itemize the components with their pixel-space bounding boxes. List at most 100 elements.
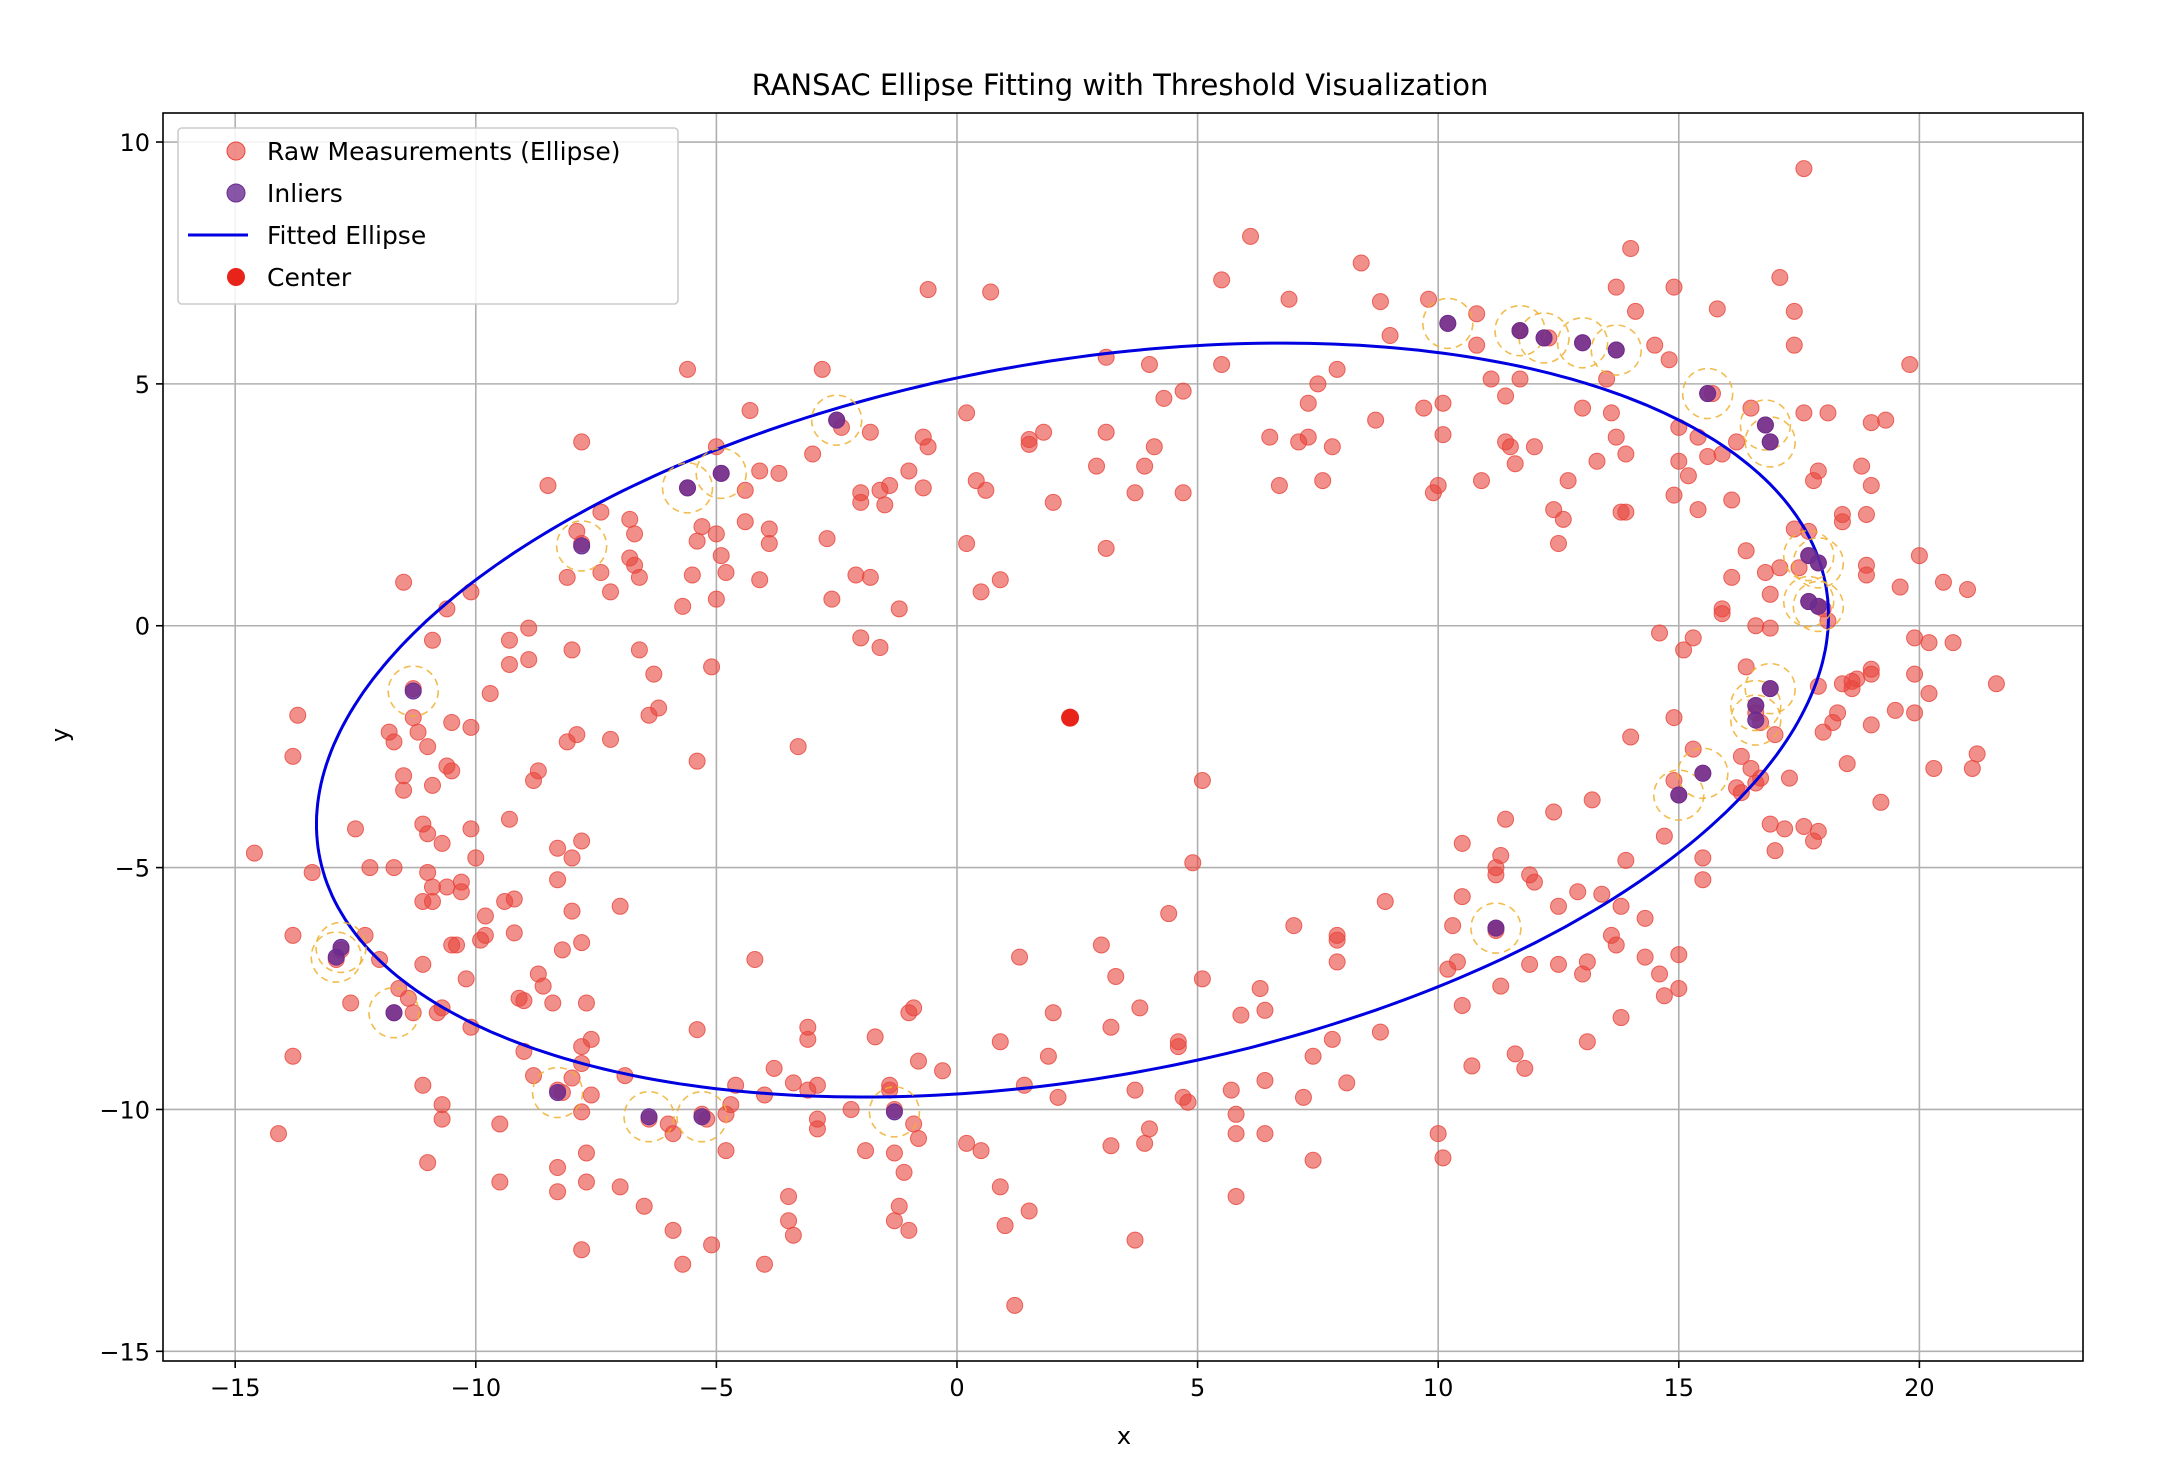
raw-measurement-point [1670,452,1688,470]
raw-measurement-point [1737,542,1755,560]
raw-measurement-point [1472,472,1490,490]
raw-measurement-point [1174,382,1192,400]
raw-measurement-point [852,629,870,647]
raw-measurement-point [1179,1093,1197,1111]
raw-measurement-point [1780,769,1798,787]
raw-measurement-point [1126,1231,1144,1249]
raw-measurement-point [1612,1009,1630,1027]
inlier-point [573,537,591,555]
raw-measurement-point [1429,476,1447,494]
raw-measurement-point [1766,726,1784,744]
threshold-circle [1744,416,1797,468]
plot-area [245,160,2005,1314]
raw-measurement-point [852,493,870,511]
inlier-point [1487,919,1505,937]
y-tick-label: 5 [135,371,150,399]
raw-measurement-point [1521,955,1539,973]
raw-measurement-point [573,832,591,850]
raw-measurement-point [1617,445,1635,463]
raw-measurement-point [1102,1137,1120,1155]
fitted-ellipse-line [315,341,1831,1099]
raw-measurement-point [1506,455,1524,473]
raw-measurement-point [1136,457,1154,475]
raw-measurement-point [784,1074,802,1092]
raw-measurement-point [361,859,379,877]
raw-measurement-point [1338,1074,1356,1092]
raw-measurement-point [481,684,499,702]
raw-measurement-point [780,1188,798,1206]
raw-measurement-point [707,525,725,543]
inlier-point [885,1103,903,1121]
raw-measurement-point [679,360,697,378]
raw-measurement-point [664,1221,682,1239]
raw-measurement-point [1742,399,1760,417]
raw-measurement-point [688,752,706,770]
raw-measurement-point [823,590,841,608]
raw-measurement-point [789,738,807,756]
raw-measurement-point [1174,484,1192,502]
raw-measurement-point [895,1163,913,1181]
raw-measurement-point [1766,842,1784,860]
raw-measurement-point [1569,883,1587,901]
raw-measurement-point [1877,411,1895,429]
y-tick-label: −5 [115,855,150,883]
raw-measurement-point [1270,476,1288,494]
raw-measurement-point [1593,885,1611,903]
raw-measurement-point [1891,578,1909,596]
raw-measurement-point [736,481,754,499]
raw-measurement-point [1660,351,1678,369]
threshold-circle [1681,367,1734,420]
raw-measurement-point [1602,404,1620,422]
raw-measurement-point [1213,271,1231,289]
threshold-circle [368,986,420,1039]
x-tick-label: 15 [1664,1374,1695,1402]
raw-measurement-point [635,1197,653,1215]
raw-measurement-point [443,713,461,731]
raw-measurement-point [1371,1023,1389,1041]
raw-measurement-point [1525,438,1543,456]
threshold-circle [868,1086,921,1138]
raw-measurement-point [1492,977,1510,995]
raw-measurement-point [289,706,307,724]
raw-measurement-point [1136,1134,1154,1152]
raw-measurement-point [1367,411,1385,429]
raw-measurement-point [818,530,836,548]
raw-measurement-point [1771,559,1789,577]
raw-measurement-point [1598,370,1616,388]
raw-measurement-point [269,1125,287,1143]
raw-measurement-point [765,1059,783,1077]
raw-measurement-point [1511,370,1529,388]
raw-measurement-point [1776,820,1794,838]
raw-measurement-point [1184,854,1202,872]
raw-measurement-point [991,571,1009,589]
raw-measurement-point [1492,847,1510,865]
raw-measurement-point [1723,568,1741,586]
raw-measurement-points [245,160,2005,1314]
raw-measurement-point [1607,936,1625,954]
raw-measurement-point [1434,394,1452,412]
raw-measurement-point [1756,564,1774,582]
raw-measurement-point [1583,791,1601,809]
raw-measurement-point [1448,953,1466,971]
raw-measurement-point [909,1052,927,1070]
raw-measurement-point [1728,779,1746,797]
raw-measurement-point [1468,336,1486,354]
raw-measurement-point [717,1142,735,1160]
legend: Raw Measurements (Ellipse) Inliers Fitte… [177,127,679,305]
raw-measurement-point [549,839,567,857]
threshold-circle [1470,902,1522,954]
inlier-point [1574,334,1592,352]
raw-measurement-point [760,520,778,538]
raw-measurement-point [1222,1081,1240,1099]
raw-measurement-point [736,513,754,531]
inlier-point [1535,329,1553,347]
raw-measurement-point [770,464,788,482]
raw-measurement-point [573,934,591,952]
raw-measurement-point [395,767,413,785]
raw-measurement-point [630,568,648,586]
raw-measurement-point [1049,1088,1067,1106]
inlier-point [1809,597,1827,615]
raw-measurement-point [1622,728,1640,746]
raw-measurement-point [1453,834,1471,852]
